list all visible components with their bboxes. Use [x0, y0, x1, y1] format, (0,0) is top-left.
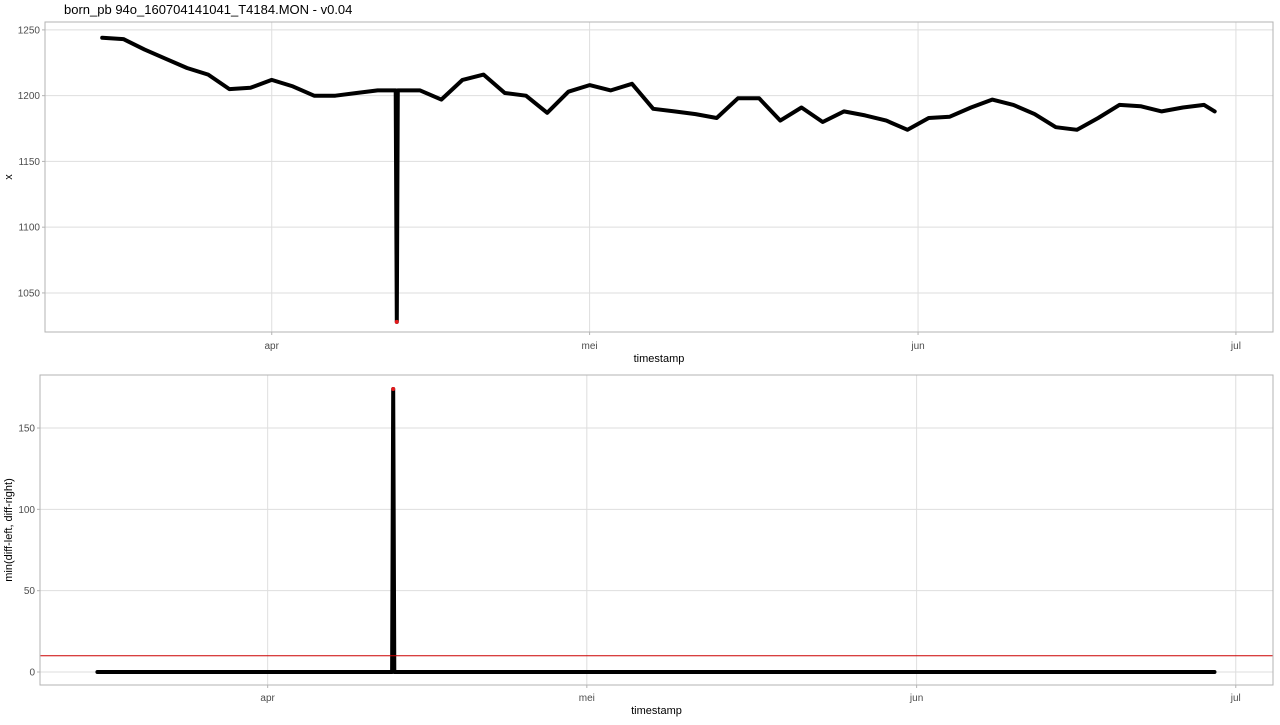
panel-border	[44, 21, 1274, 333]
y-tick-label: 1050	[18, 288, 41, 299]
data-line	[100, 35, 1217, 324]
x-tick-label: jun	[909, 693, 923, 704]
y-tick-label: 1150	[18, 157, 40, 168]
plot-area	[100, 35, 1217, 324]
plot-area	[40, 386, 1273, 674]
x-tick-label: jul	[1230, 341, 1241, 352]
y-tick-label: 0	[29, 667, 35, 678]
panel: 1050 1100 1150 1200 1250 apr mei jun jul timestam…	[3, 2, 1274, 365]
chart-title: born_pb 94o_160704141041_T4184.MON - v0.…	[64, 2, 352, 17]
x-axis-title: timestamp	[631, 705, 682, 717]
y-axis-title: x	[3, 174, 15, 180]
y-tick-label: 150	[18, 424, 35, 435]
x-tick-label: mei	[582, 341, 598, 352]
outlier-point	[394, 319, 399, 324]
panel: 0 50 100 150 apr mei jun jul timestamp min(diff-l…	[3, 374, 1274, 717]
x-tick-label: apr	[260, 693, 275, 704]
x-tick-label: apr	[265, 341, 280, 352]
panel-background	[40, 375, 1273, 685]
x-tick-label: mei	[579, 693, 595, 704]
outlier-point	[391, 386, 396, 391]
x-axis-title: timestamp	[634, 353, 685, 365]
x-tick-label: jun	[910, 341, 924, 352]
y-tick-label: 1200	[18, 91, 41, 102]
y-tick-label: 50	[24, 586, 36, 597]
panel-background	[45, 22, 1273, 332]
y-axis-title: min(diff-left, diff-right)	[3, 478, 15, 582]
panel-border	[39, 374, 1274, 686]
y-tick-label: 1100	[18, 223, 40, 234]
y-tick-label: 100	[18, 505, 35, 516]
x-tick-label: jul	[1230, 693, 1241, 704]
y-tick-label: 1250	[18, 25, 41, 36]
data-line	[95, 387, 1217, 674]
